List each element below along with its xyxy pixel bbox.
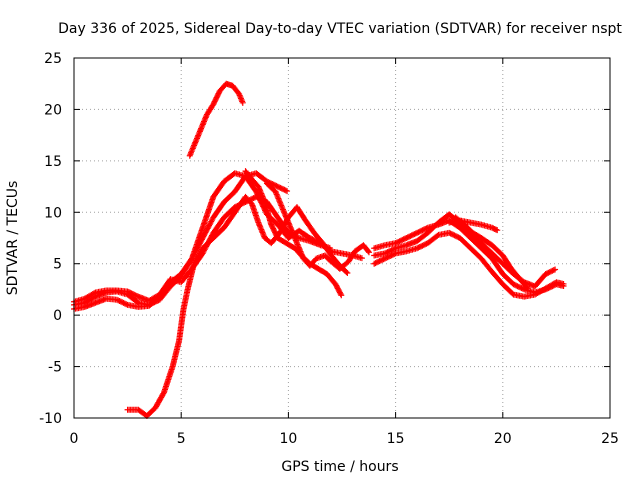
x-tick-label: 0: [70, 431, 79, 447]
series-trail: [263, 180, 372, 272]
data-point: [296, 322, 302, 328]
series-trail: [371, 229, 567, 300]
chart-title: Day 336 of 2025, Sidereal Day-to-day VTE…: [58, 21, 622, 37]
x-tick-label: 25: [601, 431, 619, 447]
x-axis-label: GPS time / hours: [281, 459, 398, 475]
data-point: [341, 197, 347, 203]
series-track-high: [186, 80, 246, 159]
series-track-rise: [124, 193, 351, 419]
x-tick-label: 15: [387, 431, 405, 447]
data-point: [335, 199, 341, 205]
y-tick-label: -5: [48, 360, 62, 376]
series-track-branch-b: [263, 180, 372, 272]
plot-frame: [73, 57, 611, 419]
y-tick-label: 5: [53, 257, 62, 273]
x-tick-label: 10: [279, 431, 297, 447]
tick-layer: 0 5 10 15 20 25 -10 -5 0 5 10 15 20 25: [39, 51, 619, 447]
y-tick-label: 25: [44, 51, 62, 67]
y-tick-label: 0: [53, 308, 62, 324]
y-tick-label: 20: [44, 102, 62, 118]
y-tick-label: -10: [39, 411, 62, 427]
x-tick-label: 20: [494, 431, 512, 447]
series-trail: [186, 80, 246, 159]
grid-layer: [74, 58, 610, 418]
y-tick-label: 10: [44, 205, 62, 221]
y-axis-label: SDTVAR / TECUs: [5, 181, 21, 296]
series-trail: [452, 214, 531, 292]
data-point: [348, 195, 354, 201]
series-track-late-3: [371, 229, 567, 300]
series-trail: [124, 193, 351, 419]
x-tick-label: 5: [177, 431, 186, 447]
data-layer: [71, 80, 567, 419]
series-track-late-5: [452, 214, 531, 292]
y-tick-label: 15: [44, 154, 62, 170]
